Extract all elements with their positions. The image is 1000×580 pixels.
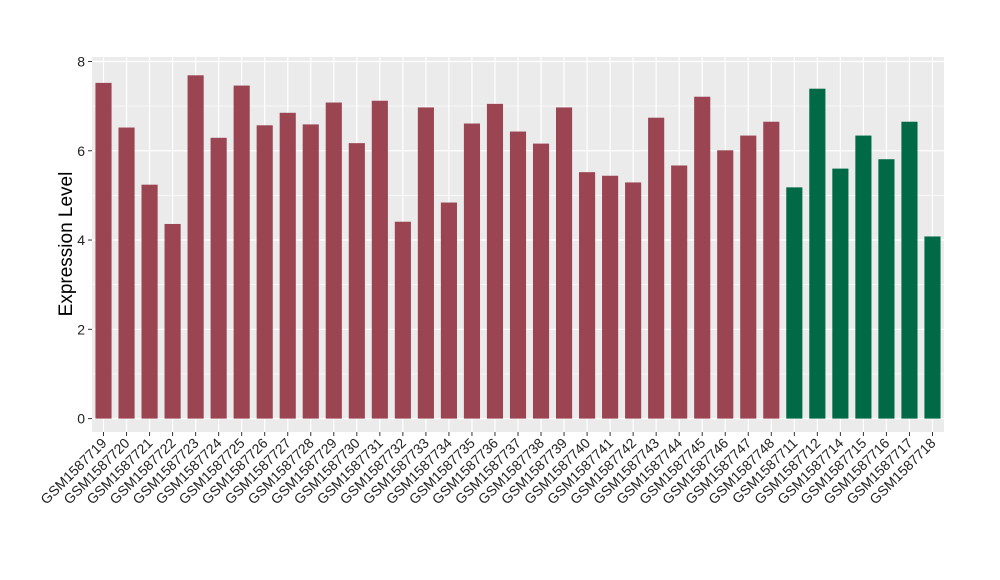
bar-GSM1587712 xyxy=(809,88,826,419)
bar-GSM1587722 xyxy=(164,223,181,419)
bar-GSM1587732 xyxy=(394,221,411,419)
bar-GSM1587748 xyxy=(763,121,780,419)
bar-GSM1587729 xyxy=(325,102,342,419)
bar-GSM1587717 xyxy=(901,121,918,419)
y-axis: 0 2 4 6 8 xyxy=(77,53,92,427)
bar-GSM1587741 xyxy=(602,175,619,419)
bars xyxy=(95,75,941,419)
y-tick-label: 2 xyxy=(77,321,85,337)
bar-GSM1587746 xyxy=(717,150,734,419)
bar-GSM1587742 xyxy=(625,182,642,419)
bar-GSM1587726 xyxy=(256,125,273,419)
bar-GSM1587718 xyxy=(924,236,941,419)
bar-GSM1587738 xyxy=(532,143,550,419)
bar-GSM1587725 xyxy=(233,85,250,419)
bar-GSM1587745 xyxy=(694,96,711,419)
bar-GSM1587727 xyxy=(279,112,296,419)
bar-GSM1587719 xyxy=(95,82,112,419)
bar-GSM1587735 xyxy=(463,123,481,419)
bar-GSM1587743 xyxy=(648,117,665,419)
bar-GSM1587740 xyxy=(579,172,596,419)
bar-GSM1587721 xyxy=(141,184,158,419)
bar-GSM1587747 xyxy=(740,135,757,419)
y-tick-label: 8 xyxy=(77,53,85,69)
bar-GSM1587716 xyxy=(878,159,895,419)
bar-GSM1587739 xyxy=(555,107,573,419)
bar-GSM1587733 xyxy=(417,107,434,419)
bar-GSM1587730 xyxy=(348,143,365,419)
bar-GSM1587723 xyxy=(187,75,204,419)
bar-GSM1587714 xyxy=(832,168,849,419)
y-tick-label: 4 xyxy=(77,232,85,248)
bar-GSM1587736 xyxy=(486,103,504,419)
bar-GSM1587737 xyxy=(509,131,527,419)
y-tick-label: 6 xyxy=(77,143,85,159)
bar-GSM1587734 xyxy=(440,202,457,419)
bar-GSM1587744 xyxy=(671,165,688,419)
x-axis: GSM1587719GSM1587720GSM1587721GSM1587722… xyxy=(37,432,939,507)
y-tick-label: 0 xyxy=(77,411,85,427)
bar-GSM1587724 xyxy=(210,137,227,419)
bar-GSM1587731 xyxy=(371,100,388,419)
bar-GSM1587720 xyxy=(118,127,135,419)
bar-GSM1587728 xyxy=(302,124,319,419)
bar-GSM1587711 xyxy=(786,187,803,419)
bar-GSM1587715 xyxy=(855,135,872,419)
y-axis-title: Expression Level xyxy=(56,172,77,317)
